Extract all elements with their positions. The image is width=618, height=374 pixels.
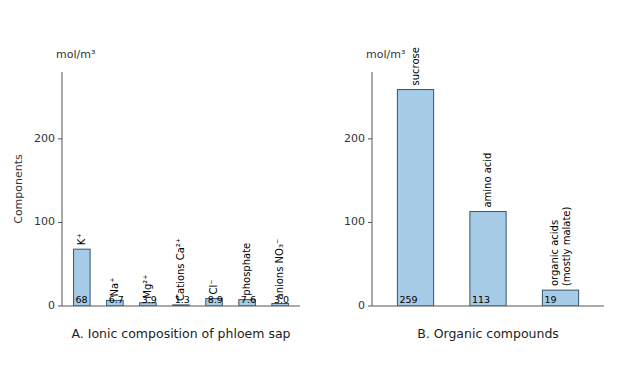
- x-axis-line: [62, 306, 300, 307]
- y-tick: [58, 138, 62, 139]
- data-label: 259: [399, 294, 417, 305]
- y-tick-label: 100: [34, 215, 55, 228]
- bar: [542, 290, 578, 306]
- category-label-line: organic acids: [549, 220, 560, 286]
- y-tick: [368, 138, 372, 139]
- data-label: 19: [544, 294, 556, 305]
- data-label: 68: [76, 294, 88, 305]
- category-label: Cl⁻: [208, 280, 219, 295]
- units-label: mol/m³: [56, 48, 95, 61]
- y-axis-line: [372, 72, 373, 306]
- category-label: phosphate: [241, 243, 252, 296]
- category-label: Mg²⁺: [142, 274, 153, 298]
- bar: [74, 249, 91, 306]
- bar: [470, 212, 506, 306]
- y-tick: [58, 306, 62, 307]
- units-label: mol/m³: [366, 48, 405, 61]
- y-axis-line: [62, 72, 63, 306]
- chart: 010020068K⁺6.7Na⁺3.9Mg²⁺1.3Cations Ca²⁺8…: [0, 0, 618, 374]
- panel-title: A. Ionic composition of phloem sap: [72, 326, 291, 341]
- data-label: 113: [472, 294, 490, 305]
- category-label-line: K⁺: [76, 233, 87, 245]
- y-tick-label: 100: [344, 215, 365, 228]
- x-axis-line: [372, 306, 604, 307]
- data-label: 8.9: [208, 294, 223, 305]
- y-tick: [368, 306, 372, 307]
- category-label: Cations Ca²⁺: [175, 238, 186, 301]
- category-label-line: (mostly malate): [561, 207, 572, 287]
- bar: [397, 90, 433, 306]
- category-label: sucrose: [410, 47, 421, 85]
- category-label-line: anions NO₃⁻: [274, 239, 285, 300]
- y-tick: [368, 222, 372, 223]
- category-label: anions NO₃⁻: [274, 239, 285, 300]
- category-label: Na⁺: [109, 278, 120, 297]
- category-label-line: Mg²⁺: [142, 274, 153, 298]
- y-tick-label: 200: [34, 132, 55, 145]
- category-label: organic acids(mostly malate): [549, 207, 572, 287]
- y-tick-label: 0: [48, 299, 55, 312]
- category-label-line: amino acid: [482, 153, 493, 208]
- y-tick-label: 200: [344, 132, 365, 145]
- y-tick-label: 0: [358, 299, 365, 312]
- y-tick: [58, 222, 62, 223]
- category-label-line: Na⁺: [109, 278, 120, 297]
- category-label-line: Cations Ca²⁺: [175, 238, 186, 301]
- category-label-line: phosphate: [241, 243, 252, 296]
- panel: 010020068K⁺6.7Na⁺3.9Mg²⁺1.3Cations Ca²⁺8…: [12, 48, 300, 341]
- panel-title: B. Organic compounds: [417, 326, 559, 341]
- y-axis-label: Components: [12, 154, 25, 224]
- category-label: amino acid: [482, 153, 493, 208]
- category-label-line: sucrose: [410, 47, 421, 85]
- category-label: K⁺: [76, 233, 87, 245]
- category-label-line: Cl⁻: [208, 280, 219, 295]
- bars: [397, 90, 578, 306]
- panel: 0 100 200 259 sucrose 113 amino acid 19 organic …: [344, 47, 604, 341]
